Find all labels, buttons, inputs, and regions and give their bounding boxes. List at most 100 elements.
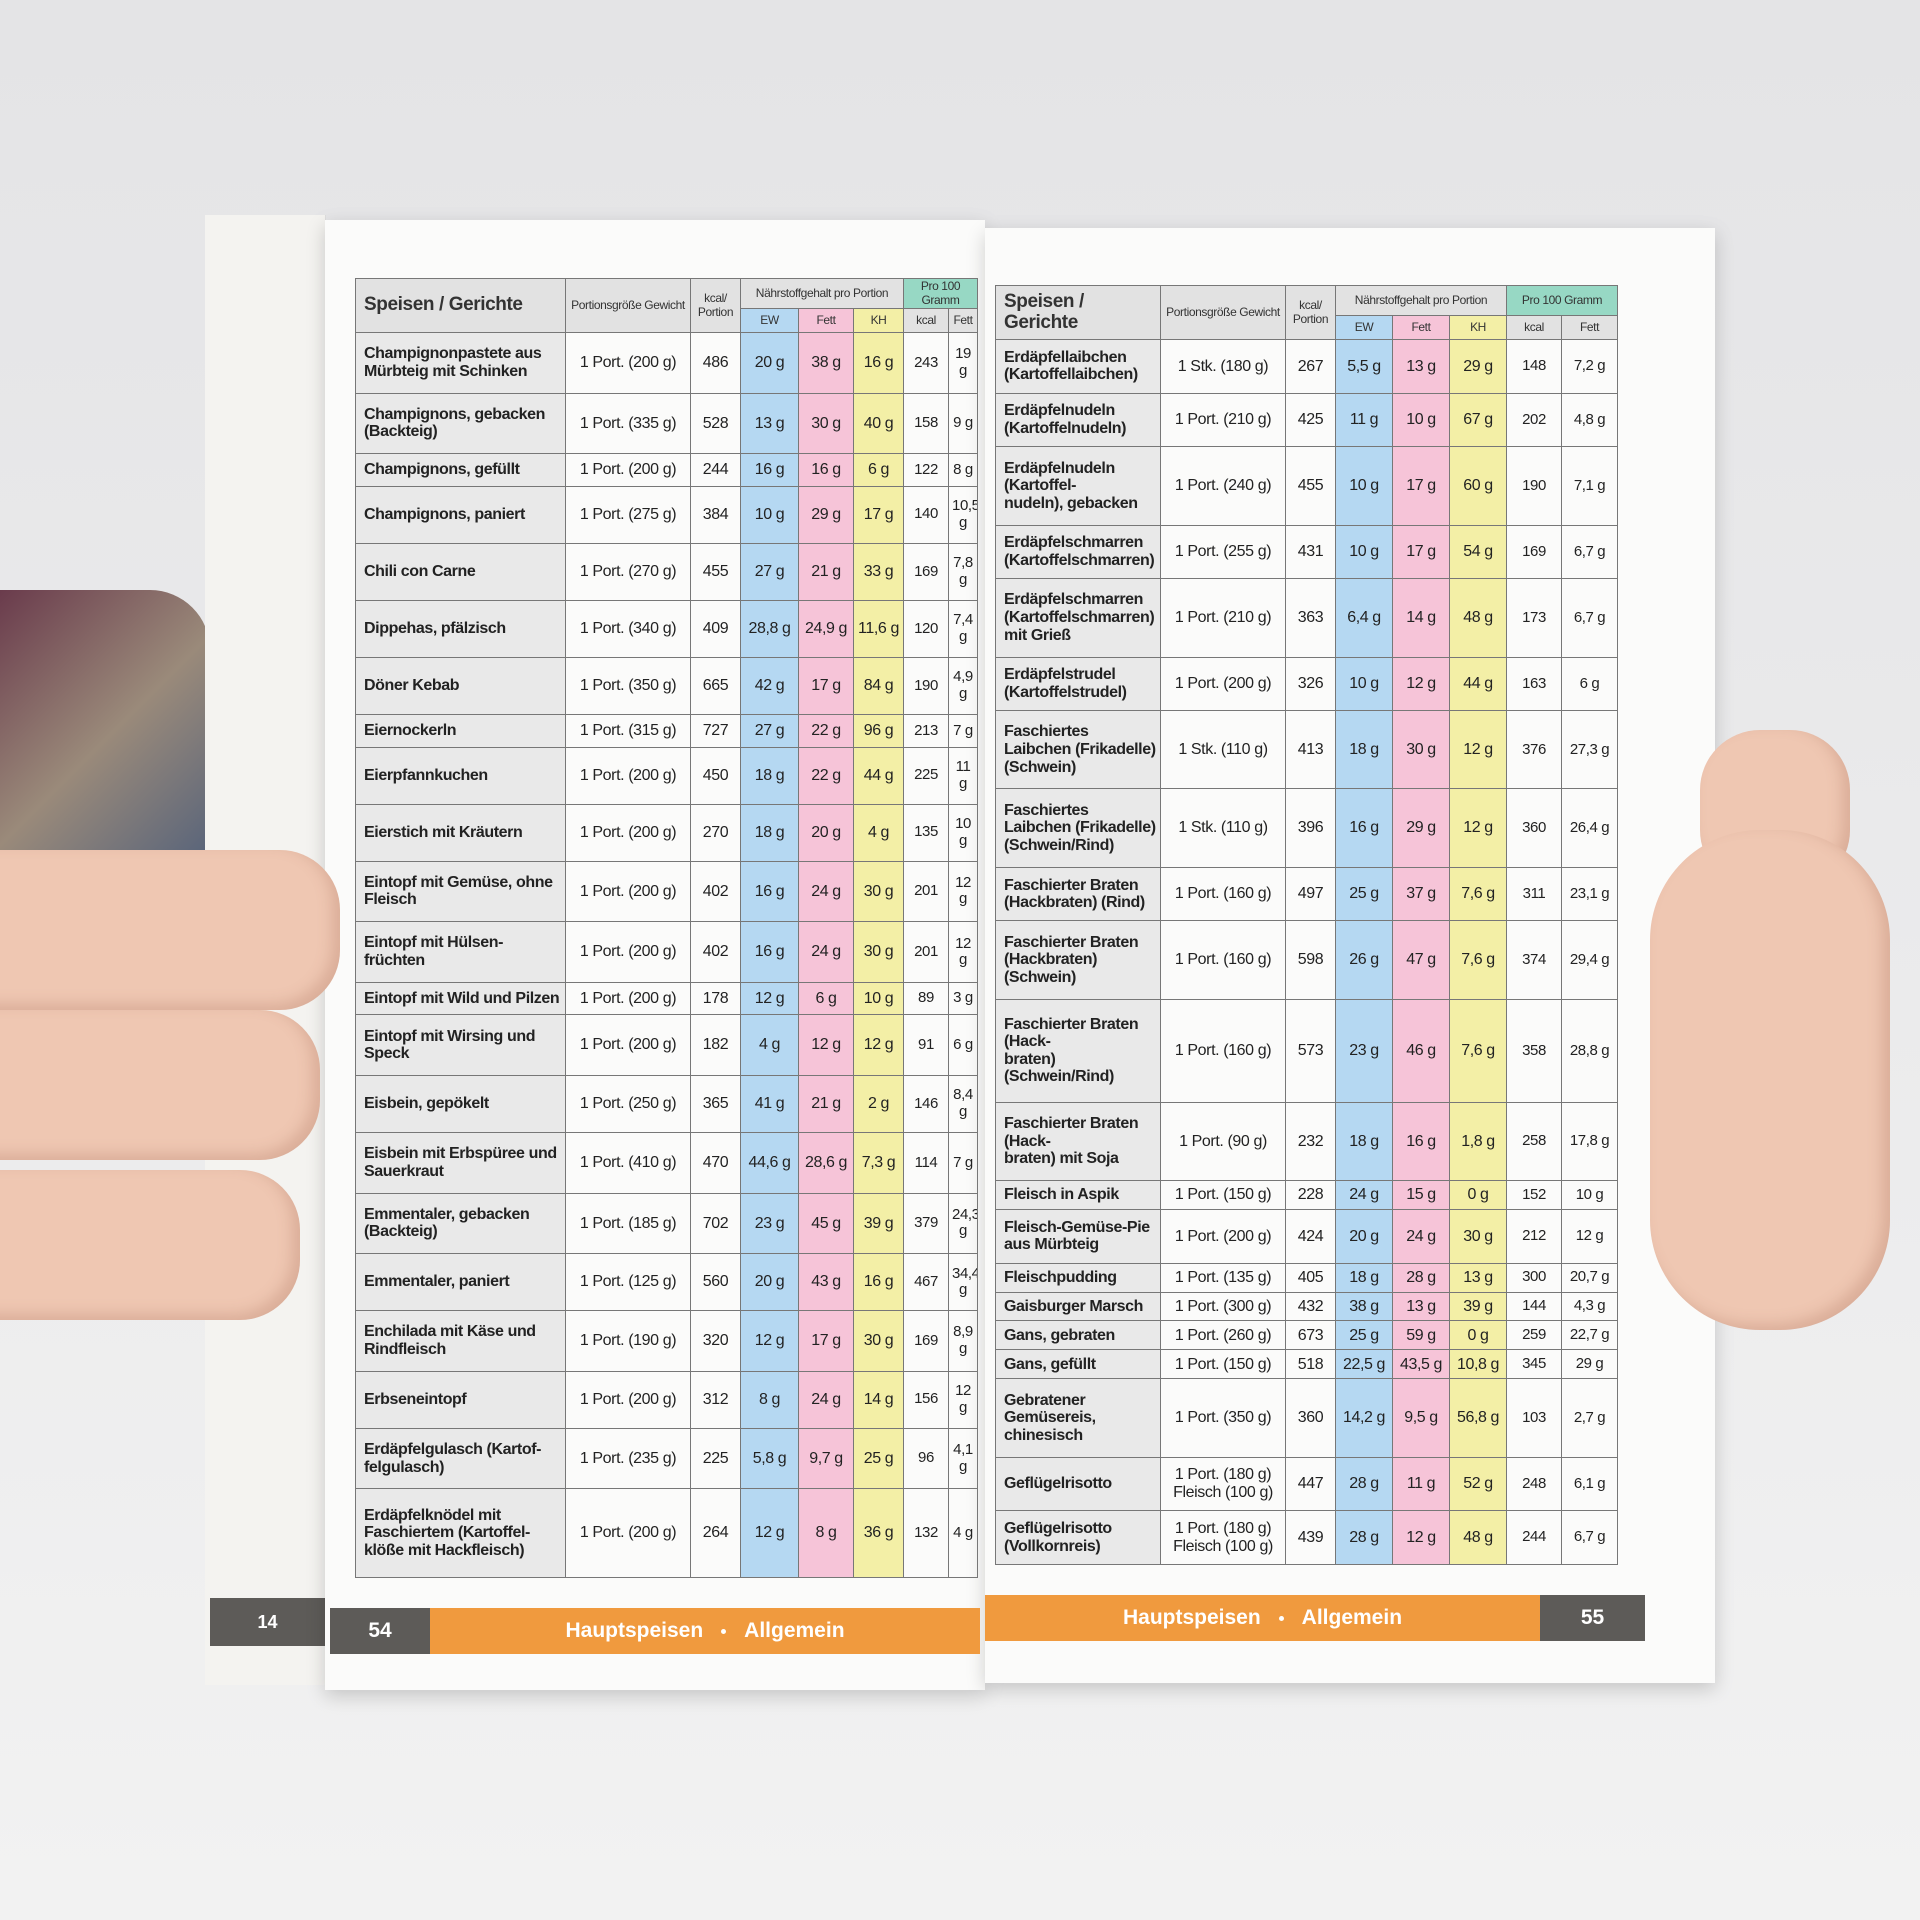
sub-header: Fett	[947, 308, 979, 333]
table-cell: 201	[903, 860, 949, 923]
dish-name: Geflügelrisotto	[995, 1456, 1161, 1512]
table-cell: 345	[1506, 1349, 1562, 1380]
header-row: Speisen / Gerichte Portionsgröße Gewicht k…	[995, 285, 1619, 340]
table-cell: 59 g	[1392, 1320, 1450, 1351]
table-cell: 4 g	[740, 1014, 799, 1076]
table-cell: 17 g	[1392, 446, 1450, 526]
table-cell: 8,4 g	[947, 1074, 979, 1134]
table-cell: 1 Port. (200 g)	[565, 981, 691, 1016]
table-cell: 1 Port. (200 g)	[565, 921, 691, 983]
table-cell: 52 g	[1449, 1456, 1507, 1512]
dish-name: Erdäpfelschmarren (Kartoffelschmarren)	[995, 524, 1161, 580]
table-cell: 11 g	[1392, 1456, 1450, 1512]
table-cell: 25 g	[1335, 866, 1393, 922]
table-cell: 232	[1285, 1101, 1336, 1182]
table-cell: 4,8 g	[1560, 392, 1619, 448]
table-cell: 17 g	[798, 1310, 854, 1372]
dish-name: Eintopf mit Gemüse, ohne Fleisch	[355, 860, 566, 923]
table-cell: 1 Port. (210 g)	[1160, 578, 1286, 658]
dish-name: Faschierter Braten (Hack- braten) (Schwe…	[995, 998, 1161, 1103]
separator	[1278, 1615, 1284, 1621]
table-cell: 27 g	[740, 713, 799, 748]
table-cell: 178	[690, 981, 741, 1016]
dish-name: Gaisburger Marsch	[995, 1291, 1161, 1322]
table-cell: 1 Port. (240 g)	[1160, 446, 1286, 526]
table-cell: 1 Port. (125 g)	[565, 1253, 691, 1312]
table-cell: 20 g	[1335, 1209, 1393, 1264]
table-row: Erdäpfelknödel mit Faschiertem (Kartoffe…	[355, 1488, 979, 1578]
table-cell: 244	[1506, 1510, 1562, 1565]
table-cell: 48 g	[1449, 1510, 1507, 1565]
table-cell: 727	[690, 713, 741, 748]
sub-header: KH	[853, 308, 904, 333]
sub-header: Fett	[798, 308, 854, 333]
table-cell: 29 g	[1392, 788, 1450, 868]
dish-name: Fleisch-Gemüse-Pie aus Mürbteig	[995, 1209, 1161, 1264]
table-cell: 1 Port. (180 g) Fleisch (100 g)	[1160, 1510, 1286, 1565]
dish-name: Eintopf mit Wild und Pilzen	[355, 981, 566, 1016]
table-cell: 29 g	[1449, 339, 1507, 394]
table-cell: 6 g	[853, 453, 904, 487]
table-cell: 665	[690, 656, 741, 715]
table-cell: 114	[903, 1132, 949, 1194]
table-row: Fleisch in Aspik 1 Port. (150 g) 228 24 g 15…	[995, 1180, 1619, 1211]
table-cell: 376	[1506, 710, 1562, 790]
table-cell: 4,9 g	[947, 656, 979, 715]
table-cell: 1 Port. (260 g)	[1160, 1320, 1286, 1351]
table-cell: 1 Port. (200 g)	[565, 1488, 691, 1578]
table-cell: 60 g	[1449, 446, 1507, 526]
table-cell: 2 g	[853, 1074, 904, 1134]
dish-name: Faschiertes Laibchen (Frikadelle) (Schwe…	[995, 788, 1161, 868]
table-cell: 7 g	[947, 713, 979, 748]
nutrition-table: Speisen / Gerichte Portionsgröße Gewicht k…	[355, 278, 979, 1578]
table-cell: 146	[903, 1074, 949, 1134]
table-cell: 1 Port. (200 g)	[565, 803, 691, 862]
table-cell: 450	[690, 746, 741, 805]
dish-name: Faschiertes Laibchen (Frikadelle) (Schwe…	[995, 710, 1161, 790]
table-cell: 6,7 g	[1560, 524, 1619, 580]
table-cell: 27 g	[740, 542, 799, 601]
table-cell: 384	[690, 485, 741, 544]
table-cell: 16 g	[1335, 788, 1393, 868]
table-row: Eintopf mit Gemüse, ohne Fleisch 1 Port. …	[355, 860, 979, 923]
header-row: EW Fett KH kcal Fett	[356, 308, 979, 333]
table-cell: 1 Port. (200 g)	[565, 453, 691, 487]
table-cell: 24 g	[1335, 1180, 1393, 1211]
table-cell: 26,4 g	[1560, 788, 1619, 868]
table-cell: 45 g	[798, 1192, 854, 1255]
table-cell: 259	[1506, 1320, 1562, 1351]
table-cell: 16 g	[1392, 1101, 1450, 1182]
table-cell: 12 g	[740, 1310, 799, 1372]
table-cell: 7,4 g	[947, 599, 979, 658]
table-cell: 12 g	[1560, 1209, 1619, 1264]
table-cell: 518	[1285, 1349, 1336, 1380]
table-cell: 14 g	[853, 1370, 904, 1429]
left-hand	[0, 1170, 300, 1320]
table-cell: 24 g	[798, 1370, 854, 1429]
table-cell: 243	[903, 332, 949, 394]
dish-name: Eierpfannkuchen	[355, 746, 566, 805]
table-cell: 1 Port. (350 g)	[565, 656, 691, 715]
table-cell: 470	[690, 1132, 741, 1194]
table-cell: 10 g	[947, 803, 979, 862]
table-cell: 1 Port. (200 g)	[565, 746, 691, 805]
table-cell: 244	[690, 453, 741, 487]
table-cell: 28 g	[1335, 1456, 1393, 1512]
table-cell: 20,7 g	[1560, 1262, 1619, 1293]
table-cell: 1 Port. (190 g)	[565, 1310, 691, 1372]
table-row: Emmentaler, paniert 1 Port. (125 g) 560 20 …	[355, 1253, 979, 1312]
dish-name: Gans, gebraten	[995, 1320, 1161, 1351]
table-row: Faschierter Braten (Hack- braten) mit So…	[995, 1101, 1619, 1182]
table-cell: 22 g	[798, 746, 854, 805]
table-cell: 212	[1506, 1209, 1562, 1264]
table-cell: 1 Port. (335 g)	[565, 392, 691, 455]
table-cell: 5,5 g	[1335, 339, 1393, 394]
table-cell: 1 Port. (340 g)	[565, 599, 691, 658]
table-cell: 20 g	[740, 1253, 799, 1312]
table-cell: 455	[690, 542, 741, 601]
group-header: Pro 100 Gramm	[902, 278, 979, 309]
table-cell: 7,8 g	[947, 542, 979, 601]
table-row: Dippehas, pfälzisch 1 Port. (340 g) 409 28,…	[355, 599, 979, 658]
dish-name: Eierstich mit Kräutern	[355, 803, 566, 862]
sub-header: kcal	[903, 308, 949, 333]
